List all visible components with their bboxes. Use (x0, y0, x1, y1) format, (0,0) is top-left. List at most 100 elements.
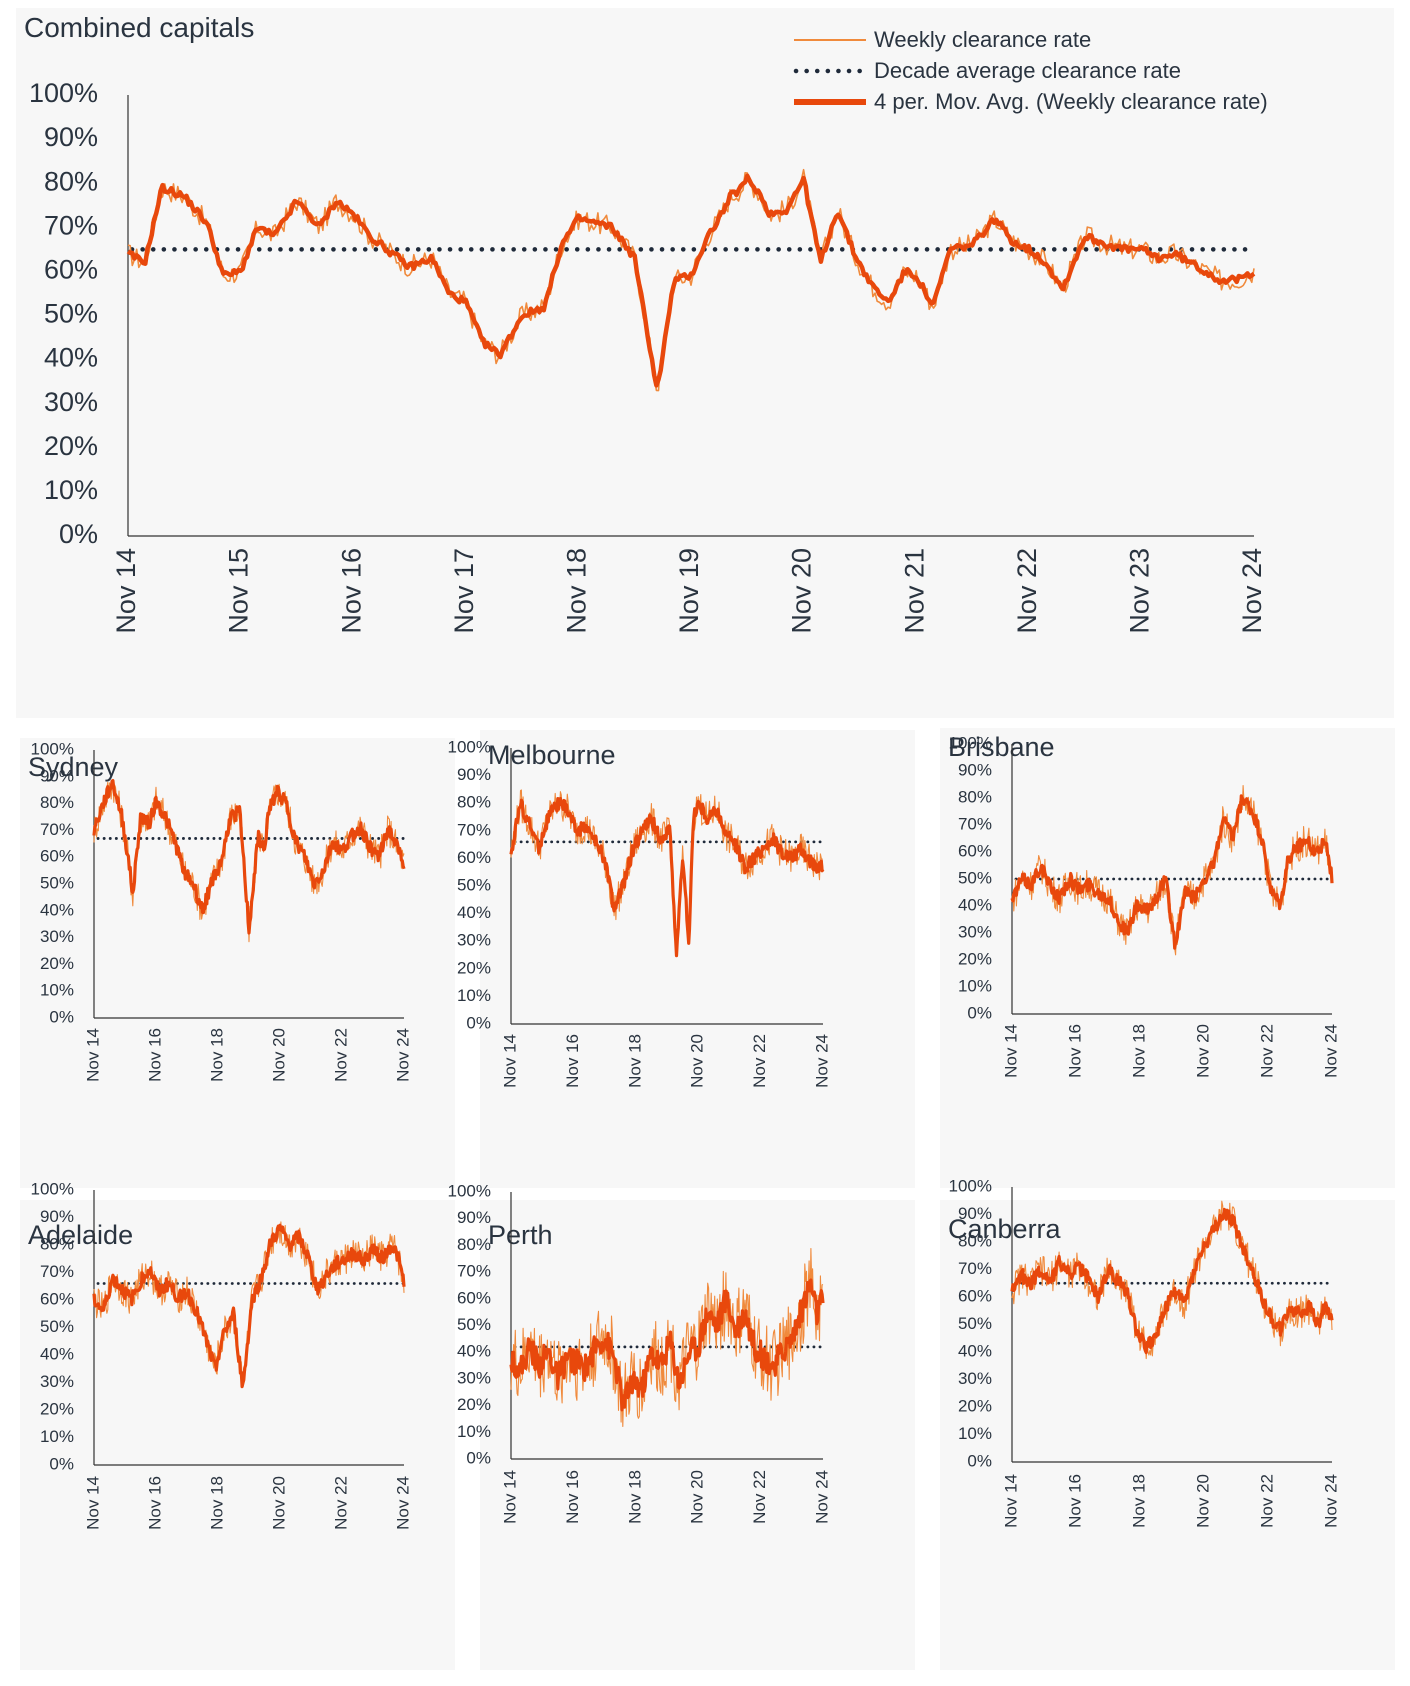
y-tick-label: 30% (457, 931, 491, 950)
x-tick-label: Nov 24 (1237, 548, 1267, 634)
panel-melbourne: Melbourne 0% 10% 20% 30% 40% 50% 60% 70% 80% 90% 1… (448, 730, 915, 1188)
legend-label-weekly: Weekly clearance rate (874, 26, 1092, 52)
y-tick-label: 40% (40, 900, 74, 919)
chart-sydney: 0% 10% 20% 30% 40% 50% 60% 70% 80% 90% 100% Nov 14 N… (31, 739, 413, 1082)
y-tick-label: 40% (958, 1341, 992, 1360)
panel-brisbane: Brisbane 0% 10% 20% 30% 40% 50% 60% 70% 80% 90% 10… (940, 728, 1395, 1188)
y-tick-label: 0% (49, 1454, 74, 1473)
x-tick-label: Nov 15 (224, 548, 254, 634)
y-tick-label: 50% (457, 875, 491, 894)
y-tick-label: 70% (958, 814, 992, 833)
y-tick-label: 0% (967, 1451, 992, 1470)
chart-title-brisbane: Brisbane (948, 732, 1055, 762)
y-tick-label: 80% (958, 1231, 992, 1250)
moving-average-line (92, 778, 406, 935)
y-tick-label: 30% (44, 387, 98, 417)
weekly-clearance-line (127, 168, 1255, 392)
chart-title-sydney: Sydney (28, 752, 119, 782)
x-tick-label: Nov 24 (1321, 1474, 1340, 1528)
panel-perth: Perth 0% 10% 20% 30% 40% 50% 60% 70% 80% 90% 100% N… (448, 1181, 915, 1670)
chart-title-perth: Perth (488, 1220, 553, 1250)
y-tick-label: 80% (958, 787, 992, 806)
y-tick-label: 20% (457, 1395, 491, 1414)
x-tick-label: Nov 22 (331, 1028, 350, 1082)
y-tick-label: 100% (448, 737, 491, 756)
y-tick-label: 100% (31, 739, 74, 758)
x-tick-label: Nov 19 (674, 548, 704, 634)
x-tick-label: Nov 22 (1257, 1024, 1276, 1078)
x-tick-label: Nov 17 (449, 548, 479, 634)
y-tick-label: 40% (44, 343, 98, 373)
x-tick-label: Nov 24 (812, 1034, 831, 1088)
x-tick-label: Nov 18 (625, 1034, 644, 1088)
chart-combined: 0% 10% 20% 30% 40% 50% 60% 70% 80% 90% 100% Nov 14 N… (29, 78, 1267, 634)
x-tick-label: Nov 22 (750, 1470, 769, 1524)
x-tick-label: Nov 20 (688, 1470, 707, 1524)
x-tick-label: Nov 24 (393, 1028, 412, 1082)
y-tick-label: 40% (457, 903, 491, 922)
y-tick-label: 30% (40, 1372, 74, 1391)
y-tick-label: 10% (958, 976, 992, 995)
y-tick-label: 40% (958, 895, 992, 914)
y-tick-label: 70% (40, 1262, 74, 1281)
weekly-clearance-line (510, 789, 824, 955)
y-tick-label: 50% (457, 1315, 491, 1334)
x-tick-label: Nov 18 (207, 1476, 226, 1530)
legend-swatch-decade-average (793, 68, 869, 73)
y-tick-label: 30% (457, 1368, 491, 1387)
x-tick-label: Nov 20 (269, 1028, 288, 1082)
y-tick-label: 50% (44, 299, 98, 329)
x-tick-label: Nov 20 (1193, 1474, 1212, 1528)
y-tick-label: 60% (457, 848, 491, 867)
y-tick-label: 20% (958, 949, 992, 968)
y-tick-label: 100% (29, 78, 98, 108)
x-tick-label: Nov 14 (83, 1028, 102, 1082)
x-tick-label: Nov 16 (563, 1470, 582, 1524)
y-tick-label: 60% (457, 1288, 491, 1307)
x-tick-label: Nov 14 (1001, 1474, 1020, 1528)
y-tick-label: 30% (40, 927, 74, 946)
chart-title-combined: Combined capitals (24, 12, 255, 43)
x-tick-label: Nov 24 (393, 1476, 412, 1530)
x-tick-label: Nov 14 (1001, 1024, 1020, 1078)
chart-title-canberra: Canberra (948, 1214, 1061, 1244)
y-tick-label: 40% (40, 1344, 74, 1363)
chart-title-melbourne: Melbourne (488, 740, 616, 770)
x-tick-label: Nov 14 (111, 548, 141, 634)
y-tick-label: 20% (958, 1396, 992, 1415)
y-tick-label: 60% (958, 1286, 992, 1305)
legend-item-weekly: Weekly clearance rate (794, 24, 1268, 55)
y-tick-label: 80% (457, 1235, 491, 1254)
y-tick-label: 60% (958, 841, 992, 860)
y-tick-label: 100% (949, 733, 992, 752)
x-tick-label: Nov 16 (145, 1028, 164, 1082)
y-tick-label: 20% (44, 431, 98, 461)
panel-sydney: Sydney 0% 10% 20% 30% 40% 50% 60% 70% 80% 90% 100%… (20, 738, 455, 1188)
y-tick-label: 30% (958, 922, 992, 941)
moving-average-line (509, 796, 825, 958)
x-tick-label: Nov 18 (1129, 1024, 1148, 1078)
y-tick-label: 70% (958, 1259, 992, 1278)
x-tick-label: Nov 22 (1257, 1474, 1276, 1528)
x-tick-label: Nov 24 (812, 1470, 831, 1524)
y-tick-label: 50% (958, 868, 992, 887)
y-tick-label: 90% (958, 760, 992, 779)
y-tick-label: 90% (40, 1207, 74, 1226)
panel-combined: Combined capitals Weekly clearance rate … (16, 8, 1394, 718)
x-tick-label: Nov 18 (1129, 1474, 1148, 1528)
y-tick-label: 50% (958, 1314, 992, 1333)
x-tick-label: Nov 22 (331, 1476, 350, 1530)
x-tick-label: Nov 16 (145, 1476, 164, 1530)
y-tick-label: 20% (40, 954, 74, 973)
moving-average-line (126, 173, 1256, 388)
x-tick-label: Nov 22 (1012, 548, 1042, 634)
weekly-clearance-line (1011, 1200, 1333, 1360)
panel-adelaide: Adelaide 0% 10% 20% 30% 40% 50% 60% 70% 80% 90% 10… (20, 1179, 455, 1670)
legend-swatch-moving-average (794, 98, 866, 105)
x-tick-label: Nov 20 (688, 1034, 707, 1088)
y-tick-label: 60% (40, 847, 74, 866)
y-tick-label: 80% (457, 793, 491, 812)
legend-label-decade-average: Decade average clearance rate (874, 57, 1181, 83)
y-tick-label: 10% (457, 986, 491, 1005)
x-tick-label: Nov 14 (500, 1470, 519, 1524)
